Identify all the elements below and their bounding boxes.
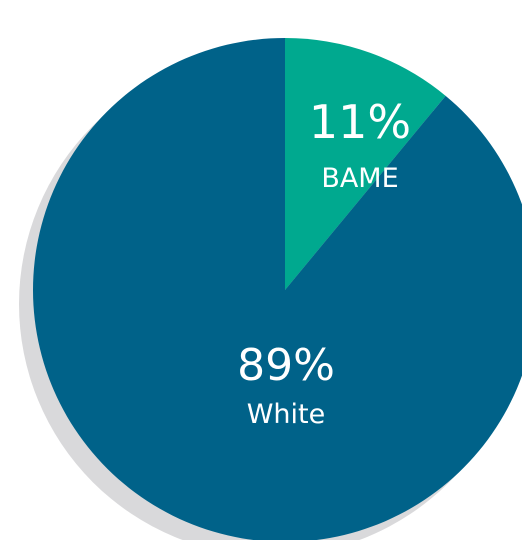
pie-slice-bame (285, 38, 446, 290)
slice-value-label-bame: 11% (309, 95, 411, 149)
slice-category-label-white: White (247, 399, 326, 430)
pie-slice-white (33, 38, 522, 540)
pie-slices (33, 38, 522, 540)
pie-labels: 11% BAME 89% White (237, 95, 411, 430)
slice-category-label-bame: BAME (321, 163, 398, 194)
slice-value-label-white: 89% (237, 340, 335, 391)
